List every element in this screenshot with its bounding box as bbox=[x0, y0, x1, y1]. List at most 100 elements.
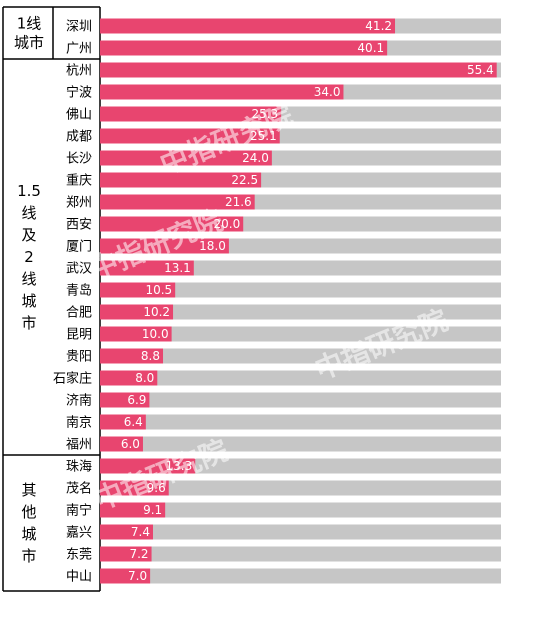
category-label: 石家庄 bbox=[53, 371, 92, 387]
bar bbox=[100, 480, 169, 496]
value-label: 21.6 bbox=[225, 195, 252, 209]
value-label: 55.4 bbox=[467, 63, 494, 77]
bar-row: 郑州 21.6 bbox=[66, 194, 501, 211]
bar-row: 茂名 9.6 bbox=[66, 480, 501, 497]
bar-track bbox=[100, 348, 501, 364]
category-label: 成都 bbox=[66, 130, 92, 145]
value-label: 13.1 bbox=[164, 261, 191, 275]
bar bbox=[100, 524, 153, 540]
group-label-line: 城 bbox=[21, 292, 36, 310]
group-label-line: 2 bbox=[24, 248, 34, 266]
category-label: 广州 bbox=[66, 42, 92, 57]
category-label: 杭州 bbox=[66, 64, 92, 79]
bar bbox=[100, 260, 194, 276]
bar-track bbox=[100, 502, 501, 518]
bar-row: 成都 25.1 bbox=[66, 128, 501, 145]
bar bbox=[100, 458, 196, 474]
group-label-line: 市 bbox=[21, 314, 36, 332]
category-label: 中山 bbox=[66, 570, 92, 585]
bar bbox=[100, 326, 172, 342]
bar bbox=[100, 304, 174, 320]
bar-track bbox=[100, 304, 501, 320]
category-label: 东莞 bbox=[66, 548, 92, 563]
category-label: 南京 bbox=[66, 415, 92, 431]
value-label: 25.3 bbox=[251, 107, 278, 121]
bar bbox=[100, 84, 344, 100]
bar bbox=[100, 282, 176, 298]
value-label: 13.3 bbox=[166, 459, 193, 473]
bar-row: 石家庄 8.0 bbox=[53, 370, 501, 387]
bar-track bbox=[100, 414, 501, 430]
bar bbox=[100, 40, 388, 56]
value-label: 20.0 bbox=[213, 217, 240, 231]
category-label: 佛山 bbox=[66, 108, 92, 123]
value-label: 6.4 bbox=[124, 415, 143, 429]
value-label: 22.5 bbox=[231, 173, 258, 187]
value-label: 6.0 bbox=[121, 437, 140, 451]
bar-row: 昆明 10.0 bbox=[66, 326, 501, 343]
group-label-line: 线 bbox=[21, 270, 36, 288]
bar-row: 济南 6.9 bbox=[66, 392, 501, 409]
bar-row: 长沙 24.0 bbox=[66, 150, 501, 167]
category-label: 济南 bbox=[66, 393, 92, 409]
bar-row: 贵阳 8.8 bbox=[66, 348, 501, 365]
category-label: 宁波 bbox=[66, 85, 92, 101]
bar bbox=[100, 172, 262, 188]
bar bbox=[100, 436, 143, 452]
group-label-line: 及 bbox=[21, 226, 36, 244]
value-label: 7.4 bbox=[131, 525, 150, 539]
bar-rows: 深圳 41.2 广州 40.1 杭州 55.4 宁波 34.0 佛山 25.3 成都 25.1 长沙 24… bbox=[53, 18, 501, 585]
value-label: 10.0 bbox=[142, 327, 169, 341]
bar-row: 西安 20.0 bbox=[66, 216, 501, 233]
category-label: 深圳 bbox=[66, 20, 92, 35]
category-label: 厦门 bbox=[66, 240, 92, 255]
value-label: 6.9 bbox=[127, 393, 146, 407]
bar bbox=[100, 150, 272, 166]
value-label: 24.0 bbox=[242, 151, 269, 165]
value-label: 25.1 bbox=[250, 129, 277, 143]
bar bbox=[100, 392, 150, 408]
value-label: 8.0 bbox=[135, 371, 154, 385]
category-label: 合肥 bbox=[66, 306, 92, 321]
group-label-line: 城市 bbox=[14, 34, 44, 52]
bar bbox=[100, 370, 158, 386]
value-label: 8.8 bbox=[141, 349, 160, 363]
bar-row: 深圳 41.2 bbox=[66, 18, 501, 35]
group-label-line: 他 bbox=[21, 503, 36, 521]
bar-row: 广州 40.1 bbox=[66, 40, 501, 57]
bar-row: 重庆 22.5 bbox=[66, 172, 501, 189]
value-label: 41.2 bbox=[365, 19, 392, 33]
category-label: 青岛 bbox=[66, 283, 92, 299]
bar-track bbox=[100, 370, 501, 386]
bar-track bbox=[100, 260, 501, 276]
category-label: 南宁 bbox=[66, 503, 92, 519]
bar-row: 武汉 13.1 bbox=[66, 260, 501, 277]
bar bbox=[100, 128, 280, 144]
bar-row: 杭州 55.4 bbox=[66, 62, 501, 79]
category-label: 茂名 bbox=[66, 481, 92, 497]
bar bbox=[100, 18, 396, 34]
value-label: 9.6 bbox=[147, 481, 166, 495]
group-label-line: 城 bbox=[21, 525, 36, 543]
bar-row: 福州 6.0 bbox=[66, 436, 501, 453]
value-label: 7.2 bbox=[129, 547, 148, 561]
bar-track bbox=[100, 480, 501, 496]
value-label: 40.1 bbox=[357, 41, 384, 55]
value-label: 9.1 bbox=[143, 503, 162, 517]
category-label: 重庆 bbox=[66, 173, 92, 189]
category-label: 武汉 bbox=[66, 262, 92, 277]
group-label-line: 其 bbox=[21, 481, 36, 499]
bar-row: 南京 6.4 bbox=[66, 414, 501, 431]
category-label: 西安 bbox=[66, 218, 92, 233]
bar bbox=[100, 194, 255, 210]
category-label: 昆明 bbox=[66, 328, 92, 343]
group-label-line: 1.5 bbox=[17, 182, 41, 200]
bar bbox=[100, 502, 166, 518]
group-label-line: 线 bbox=[21, 204, 36, 222]
bar bbox=[100, 62, 497, 78]
category-label: 珠海 bbox=[66, 460, 92, 475]
bar-row: 佛山 25.3 bbox=[66, 106, 501, 123]
